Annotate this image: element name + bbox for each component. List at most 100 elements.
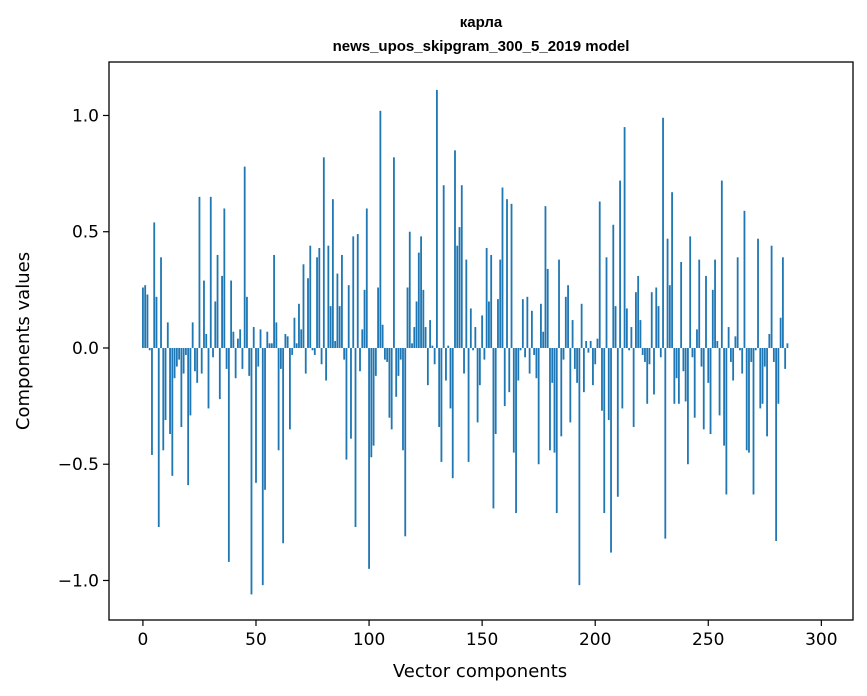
bar-18 xyxy=(182,347,185,374)
bar-265 xyxy=(741,347,744,374)
bar-147 xyxy=(474,327,477,348)
bar-251 xyxy=(709,347,712,434)
bar-85 xyxy=(334,341,337,348)
bar-74 xyxy=(309,245,312,348)
bar-27 xyxy=(203,280,205,348)
bar-207 xyxy=(610,347,612,553)
bar-133 xyxy=(442,185,445,348)
bar-43 xyxy=(239,329,242,348)
bar-94 xyxy=(354,347,357,527)
bar-277 xyxy=(768,334,771,348)
bar-125 xyxy=(424,327,427,348)
bar-148 xyxy=(476,347,479,423)
x-tick-label: 50 xyxy=(245,630,267,650)
bar-103 xyxy=(374,347,377,376)
bar-0 xyxy=(142,287,144,348)
bar-188 xyxy=(567,285,569,348)
bar-71 xyxy=(302,264,305,348)
bar-223 xyxy=(646,347,649,404)
bar-197 xyxy=(587,347,590,353)
bar-238 xyxy=(680,261,683,348)
bar-105 xyxy=(379,110,382,348)
bar-231 xyxy=(664,347,667,539)
bar-54 xyxy=(264,347,266,490)
bar-31 xyxy=(212,347,214,358)
bar-233 xyxy=(668,285,671,348)
plot-frame xyxy=(108,61,854,621)
bar-124 xyxy=(422,289,425,348)
bar-23 xyxy=(194,347,196,372)
x-axis-ticks: 0 50 100 150 200 250 300 xyxy=(138,620,838,650)
bar-46 xyxy=(246,296,248,348)
bar-75 xyxy=(311,347,314,351)
bar-234 xyxy=(671,192,673,348)
bar-166 xyxy=(517,347,520,381)
bar-120 xyxy=(413,327,416,348)
bar-236 xyxy=(675,347,678,379)
bar-87 xyxy=(338,306,341,348)
bar-170 xyxy=(526,296,529,348)
bar-282 xyxy=(779,317,782,348)
y-axis-ticks: −1.0 −0.5 0.0 0.5 1.0 xyxy=(58,106,109,591)
bar-201 xyxy=(596,338,599,348)
bar-17 xyxy=(180,347,183,428)
bar-90 xyxy=(345,347,348,460)
bar-126 xyxy=(426,347,429,386)
bar-24 xyxy=(196,347,199,383)
bar-53 xyxy=(261,347,264,586)
bar-257 xyxy=(723,347,726,446)
bar-218 xyxy=(635,292,637,348)
bar-284 xyxy=(784,347,787,369)
bar-102 xyxy=(372,347,375,446)
bar-186 xyxy=(562,347,565,360)
bar-185 xyxy=(560,347,563,437)
bar-187 xyxy=(564,296,567,348)
bar-210 xyxy=(616,347,619,497)
bar-275 xyxy=(763,347,766,367)
x-tick-label: 200 xyxy=(579,630,611,650)
bar-242 xyxy=(689,236,692,348)
bar-68 xyxy=(295,343,298,348)
bar-37 xyxy=(225,347,228,369)
bar-245 xyxy=(696,329,698,348)
bar-41 xyxy=(234,347,237,379)
bar-273 xyxy=(759,347,762,409)
bar-131 xyxy=(438,347,441,428)
bar-141 xyxy=(460,185,463,348)
bar-203 xyxy=(601,347,603,411)
bar-262 xyxy=(734,336,737,348)
bar-211 xyxy=(619,180,621,348)
bar-198 xyxy=(589,341,592,348)
bar-212 xyxy=(621,347,624,409)
bar-109 xyxy=(388,347,391,418)
bar-56 xyxy=(268,343,271,348)
bar-269 xyxy=(750,347,753,362)
bar-111 xyxy=(393,157,395,348)
bar-214 xyxy=(625,308,628,348)
bar-138 xyxy=(454,150,456,348)
bar-142 xyxy=(463,347,465,374)
bar-60 xyxy=(277,347,280,451)
bar-106 xyxy=(381,324,384,348)
bar-39 xyxy=(230,280,233,348)
y-tick-label: −1.0 xyxy=(58,571,99,591)
bar-164 xyxy=(512,347,515,453)
bar-19 xyxy=(184,347,187,355)
bar-162 xyxy=(508,347,511,393)
y-tick-label: 0.5 xyxy=(72,223,99,243)
bar-113 xyxy=(397,347,400,376)
bar-55 xyxy=(266,331,269,348)
chart-title: карла xyxy=(460,14,503,31)
x-tick-label: 0 xyxy=(138,630,149,650)
bar-28 xyxy=(205,334,208,348)
bar-79 xyxy=(320,347,323,365)
bar-97 xyxy=(361,329,364,348)
bar-76 xyxy=(313,347,316,355)
bar-22 xyxy=(191,322,194,348)
bar-89 xyxy=(343,347,346,360)
bar-161 xyxy=(506,199,508,348)
bar-82 xyxy=(327,245,330,348)
bar-77 xyxy=(316,257,318,348)
bar-253 xyxy=(714,259,716,348)
bar-33 xyxy=(216,254,219,348)
